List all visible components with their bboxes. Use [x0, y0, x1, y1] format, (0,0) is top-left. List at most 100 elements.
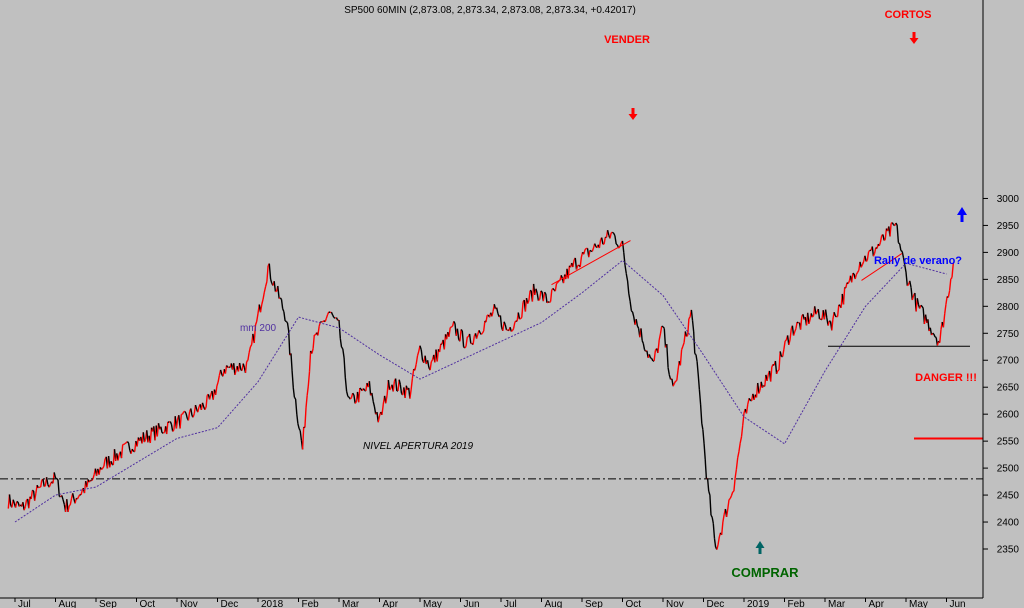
price-segment [478, 330, 481, 334]
x-tick-label: Mar [342, 599, 360, 608]
price-segment [831, 319, 834, 331]
x-tick-label: 2019 [747, 599, 770, 608]
price-segment [278, 297, 281, 300]
price-segment [601, 237, 604, 245]
price-segment [847, 280, 851, 284]
price-segment [53, 472, 57, 479]
price-segment [920, 304, 923, 307]
price-segment [246, 359, 249, 362]
price-segment [861, 261, 865, 265]
price-segment [86, 479, 89, 488]
price-segment [662, 326, 665, 329]
price-segment [824, 309, 828, 319]
price-segment [491, 311, 494, 317]
price-segment [443, 334, 447, 350]
price-segment [100, 467, 104, 470]
price-segment [588, 250, 591, 258]
price-segment [579, 256, 583, 268]
price-segment [827, 320, 830, 326]
price-segment [606, 230, 610, 236]
price-segment [244, 361, 248, 373]
price-segment [43, 485, 46, 488]
rally-label: Rally de verano? [874, 255, 962, 267]
price-segment [948, 278, 952, 291]
price-segment [277, 285, 280, 299]
price-segment [615, 243, 618, 246]
sell-arrow-icon [628, 108, 638, 120]
price-segment [905, 272, 908, 286]
price-segment [404, 385, 407, 398]
price-segment [879, 235, 883, 243]
price-segment [872, 253, 876, 257]
price-segment [387, 380, 391, 390]
x-tick-label: May [423, 599, 442, 608]
overlay-lines [0, 240, 983, 480]
price-segment [80, 490, 83, 496]
price-segment [927, 319, 930, 332]
price-segment [856, 269, 860, 273]
price-segment [120, 444, 124, 459]
price-segment [69, 498, 73, 506]
price-segment [372, 401, 376, 407]
x-tick-label: Jul [504, 599, 517, 608]
price-segment [640, 328, 643, 341]
price-segment [354, 401, 357, 404]
price-segment [641, 340, 644, 344]
price-segment [739, 436, 743, 444]
price-segment [217, 375, 220, 383]
price-segment [658, 333, 662, 341]
y-tick-label: 2850 [997, 275, 1020, 286]
price-segment [123, 442, 126, 445]
price-segment [55, 477, 58, 480]
price-segment [642, 343, 646, 350]
price-segment [301, 426, 305, 450]
price-segment [815, 311, 818, 315]
price-segment [626, 280, 630, 294]
price-segment [610, 231, 613, 234]
price-segment [528, 290, 531, 301]
price-segment [598, 239, 602, 249]
price-segment [902, 257, 906, 265]
x-tick-label: Jun [464, 599, 480, 608]
price-segment [672, 383, 675, 387]
price-segment [864, 255, 867, 262]
price-segment [8, 494, 12, 506]
price-segment [944, 304, 947, 314]
price-segment [663, 328, 667, 348]
price-segment [829, 320, 831, 323]
price-segment [42, 478, 45, 487]
x-tick-label: Aug [59, 599, 77, 608]
price-segment [166, 421, 169, 435]
x-tick-label: Feb [302, 599, 320, 608]
price-segment [170, 424, 174, 432]
price-segment [415, 355, 419, 365]
price-segment [465, 336, 468, 347]
price-segment [124, 442, 127, 445]
price-segment [172, 429, 175, 432]
price-segment [833, 311, 836, 317]
price-segment [224, 365, 228, 374]
x-tick-label: Dec [221, 599, 239, 608]
rally-arrow-icon [957, 207, 967, 222]
price-segment [92, 474, 95, 480]
price-segment [521, 302, 524, 318]
price-segment [333, 316, 336, 319]
price-segment [842, 287, 846, 305]
price-segment [666, 344, 669, 368]
price-segment [695, 354, 698, 362]
price-segment [540, 290, 543, 293]
price-segment [519, 317, 522, 320]
price-segment [624, 264, 627, 274]
price-segment [883, 239, 886, 242]
price-segment [838, 304, 841, 307]
price-segment [353, 394, 356, 404]
price-segment [778, 351, 781, 370]
price-segment [269, 278, 273, 284]
price-segment [766, 374, 769, 382]
price-segment [234, 370, 237, 375]
price-segment [324, 317, 328, 322]
x-tick-label: Sep [585, 599, 603, 608]
price-segment [557, 280, 560, 284]
price-segment [450, 325, 454, 328]
price-segment [344, 377, 348, 392]
